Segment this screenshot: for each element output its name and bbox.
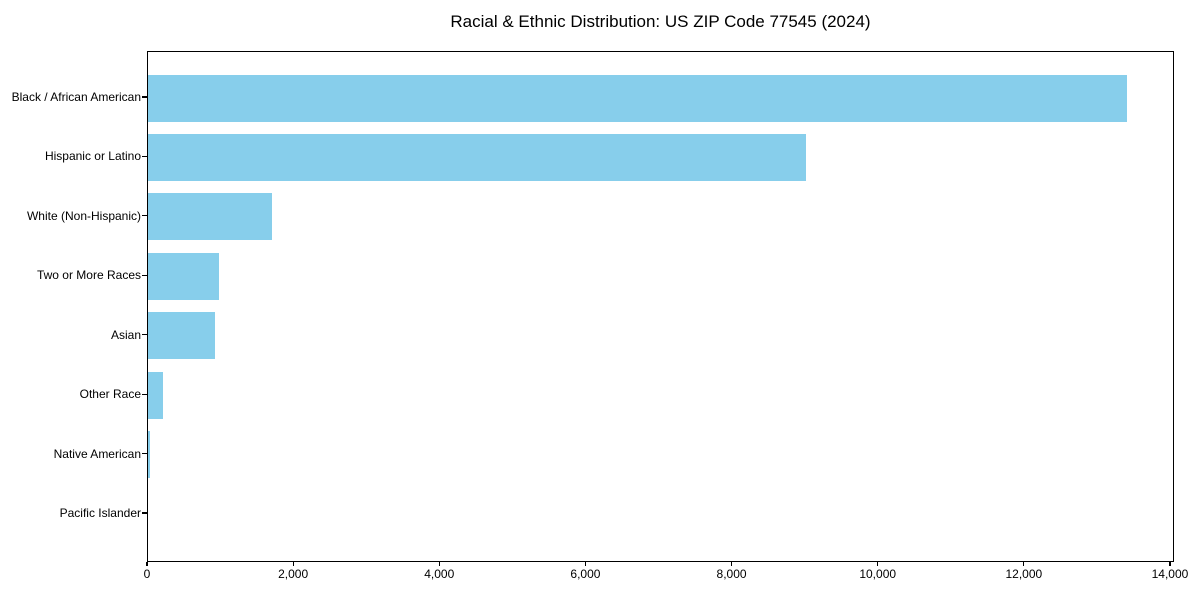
x-tick	[1169, 562, 1171, 566]
y-tick	[142, 393, 147, 395]
x-tick-label: 0	[143, 567, 151, 581]
x-tick-label: 4,000	[424, 567, 455, 581]
x-tick	[146, 562, 148, 566]
y-tick-label: White (Non-Hispanic)	[26, 208, 141, 223]
x-tick	[292, 562, 294, 566]
y-tick-label: Other Race	[79, 387, 141, 402]
bar-two-or-more-races	[148, 252, 220, 300]
y-tick-label: Hispanic or Latino	[44, 149, 141, 164]
x-tick	[1023, 562, 1025, 566]
bar-asian	[148, 312, 216, 360]
bar-other-race	[148, 371, 163, 419]
x-tick	[877, 562, 879, 566]
y-tick-label: Black / African American	[11, 90, 141, 104]
y-tick	[142, 334, 147, 336]
bar-white-non-hispanic	[148, 193, 273, 241]
y-tick	[142, 452, 147, 455]
x-tick-label: 14,000	[1151, 567, 1189, 581]
x-tick-label: 10,000	[859, 567, 897, 581]
y-tick-label: Native American	[53, 446, 141, 461]
y-tick	[142, 215, 147, 217]
x-tick-label: 2,000	[278, 567, 309, 581]
x-tick	[438, 562, 440, 566]
y-tick-label: Asian	[110, 327, 141, 342]
y-tick	[142, 274, 147, 276]
plot-area	[147, 51, 1174, 562]
bar-hispanic-or-latino	[148, 133, 806, 181]
x-tick	[584, 562, 586, 566]
y-tick-label: Pacific Islander	[59, 506, 141, 520]
y-tick	[142, 512, 147, 514]
y-tick	[142, 96, 147, 98]
bar-black-african-american	[148, 74, 1128, 122]
x-tick-label: 12,000	[1005, 567, 1043, 581]
x-tick-label: 8,000	[716, 567, 747, 581]
chart-title: Racial & Ethnic Distribution: US ZIP Cod…	[450, 12, 871, 31]
x-tick	[730, 562, 733, 566]
x-tick-label: 6,000	[570, 567, 601, 581]
bar-native-american	[148, 431, 150, 479]
y-tick-label: Two or More Races	[36, 268, 141, 283]
y-tick	[142, 155, 147, 158]
